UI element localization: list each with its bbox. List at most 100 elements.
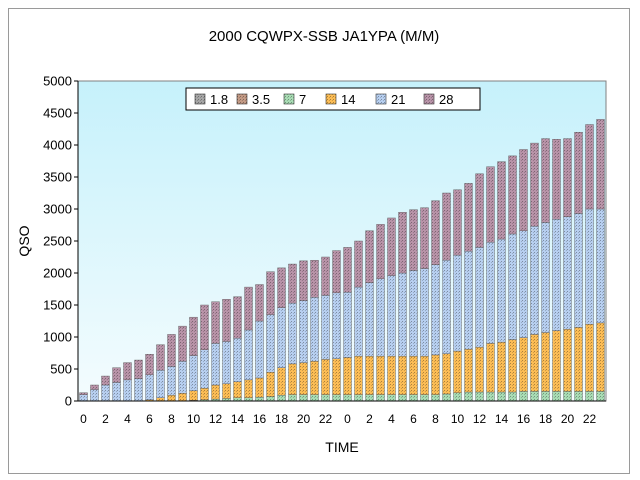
bar-hatch	[222, 383, 231, 399]
bar-hatch	[552, 219, 561, 331]
bar-hatch	[222, 341, 231, 384]
bar-hatch	[222, 299, 231, 342]
bar-hatch	[112, 367, 121, 383]
bar-hatch	[508, 233, 517, 340]
bar-hatch	[255, 321, 264, 378]
bar-hatch	[431, 394, 440, 401]
bar-hatch	[585, 209, 594, 325]
bar-hatch	[233, 296, 242, 339]
x-tick-label: 14	[231, 412, 245, 426]
bar-hatch	[332, 394, 341, 401]
bar-hatch	[541, 332, 550, 392]
bar-hatch	[321, 257, 330, 296]
bar-hatch	[321, 295, 330, 360]
bar-hatch	[244, 379, 253, 398]
bar-hatch	[563, 138, 572, 217]
bar-hatch	[420, 356, 429, 395]
bar-hatch	[277, 395, 286, 401]
legend-swatch-hatch	[195, 94, 205, 104]
bar-hatch	[277, 367, 286, 396]
bar-hatch	[541, 391, 550, 401]
bar-hatch	[101, 385, 110, 401]
y-tick-label: 0	[65, 394, 72, 409]
x-tick-label: 16	[253, 412, 267, 426]
y-tick-label: 5000	[43, 74, 72, 89]
bar-hatch	[266, 396, 275, 401]
bar-hatch	[563, 329, 572, 392]
bar-hatch	[387, 356, 396, 395]
bar-hatch	[343, 247, 352, 293]
bar-hatch	[453, 392, 462, 401]
bar-hatch	[409, 270, 418, 357]
bar-hatch	[409, 356, 418, 395]
bar-hatch	[310, 394, 319, 401]
x-tick-label: 22	[319, 412, 333, 426]
bar-hatch	[145, 399, 154, 401]
bar-hatch	[387, 275, 396, 357]
y-tick-label: 2500	[43, 234, 72, 249]
bar-hatch	[398, 394, 407, 401]
bar-hatch	[244, 287, 253, 330]
bar-hatch	[585, 391, 594, 401]
bar-hatch	[233, 338, 242, 382]
bar-hatch	[167, 395, 176, 401]
bar-hatch	[563, 391, 572, 401]
bar-hatch	[255, 397, 264, 401]
legend-swatch-hatch	[284, 94, 294, 104]
x-tick-label: 8	[432, 412, 439, 426]
bar-hatch	[497, 239, 506, 343]
bar-hatch	[464, 183, 473, 252]
bar-hatch	[530, 226, 539, 335]
legend-label-7: 7	[299, 92, 306, 107]
bar-hatch	[266, 372, 275, 397]
bar-hatch	[354, 394, 363, 401]
x-tick-label: 2	[366, 412, 373, 426]
bar-hatch	[497, 161, 506, 240]
bar-hatch	[365, 356, 374, 395]
x-tick-label: 18	[275, 412, 289, 426]
bar-hatch	[343, 394, 352, 401]
y-tick-label: 1000	[43, 330, 72, 345]
bar-hatch	[464, 251, 473, 350]
bar-hatch	[574, 132, 583, 214]
chart-title: 2000 CQWPX-SSB JA1YPA (M/M)	[209, 28, 440, 45]
bar-hatch	[519, 149, 528, 231]
bar-hatch	[112, 382, 121, 401]
bar-hatch	[387, 394, 396, 401]
bar-hatch	[255, 377, 264, 398]
bar-hatch	[332, 358, 341, 395]
bar-hatch	[442, 193, 451, 261]
bar-hatch	[156, 397, 165, 401]
bar-hatch	[178, 326, 187, 362]
chart-frame: 2000 CQWPX-SSB JA1YPA (M/M) 0 500 1000 1500…	[8, 8, 630, 474]
bar-hatch	[464, 392, 473, 401]
x-tick-label: 10	[187, 412, 201, 426]
bar-hatch	[178, 361, 187, 394]
bar-hatch	[486, 166, 495, 243]
bar-hatch	[123, 379, 132, 401]
y-tick-label: 500	[50, 362, 72, 377]
legend-label-3_5: 3.5	[252, 92, 270, 107]
bar-hatch	[288, 394, 297, 401]
bar-hatch	[431, 354, 440, 395]
bar-hatch	[541, 138, 550, 223]
bar-hatch	[519, 391, 528, 401]
bar-hatch	[299, 362, 308, 395]
bar-hatch	[266, 314, 275, 373]
bar-hatch	[574, 327, 583, 392]
bar-hatch	[585, 124, 594, 209]
bar-hatch	[200, 388, 209, 400]
bar-hatch	[541, 222, 550, 333]
bar-hatch	[563, 216, 572, 330]
bar-hatch	[574, 213, 583, 328]
bar-hatch	[211, 385, 220, 400]
bar-hatch	[585, 324, 594, 392]
bar-hatch	[233, 381, 242, 398]
bar-hatch	[310, 297, 319, 362]
bar-hatch	[596, 322, 605, 392]
bar-hatch	[420, 268, 429, 357]
bar-hatch	[398, 273, 407, 357]
bar-hatch	[200, 349, 209, 389]
bar-hatch	[255, 284, 264, 321]
bar-hatch	[552, 391, 561, 401]
